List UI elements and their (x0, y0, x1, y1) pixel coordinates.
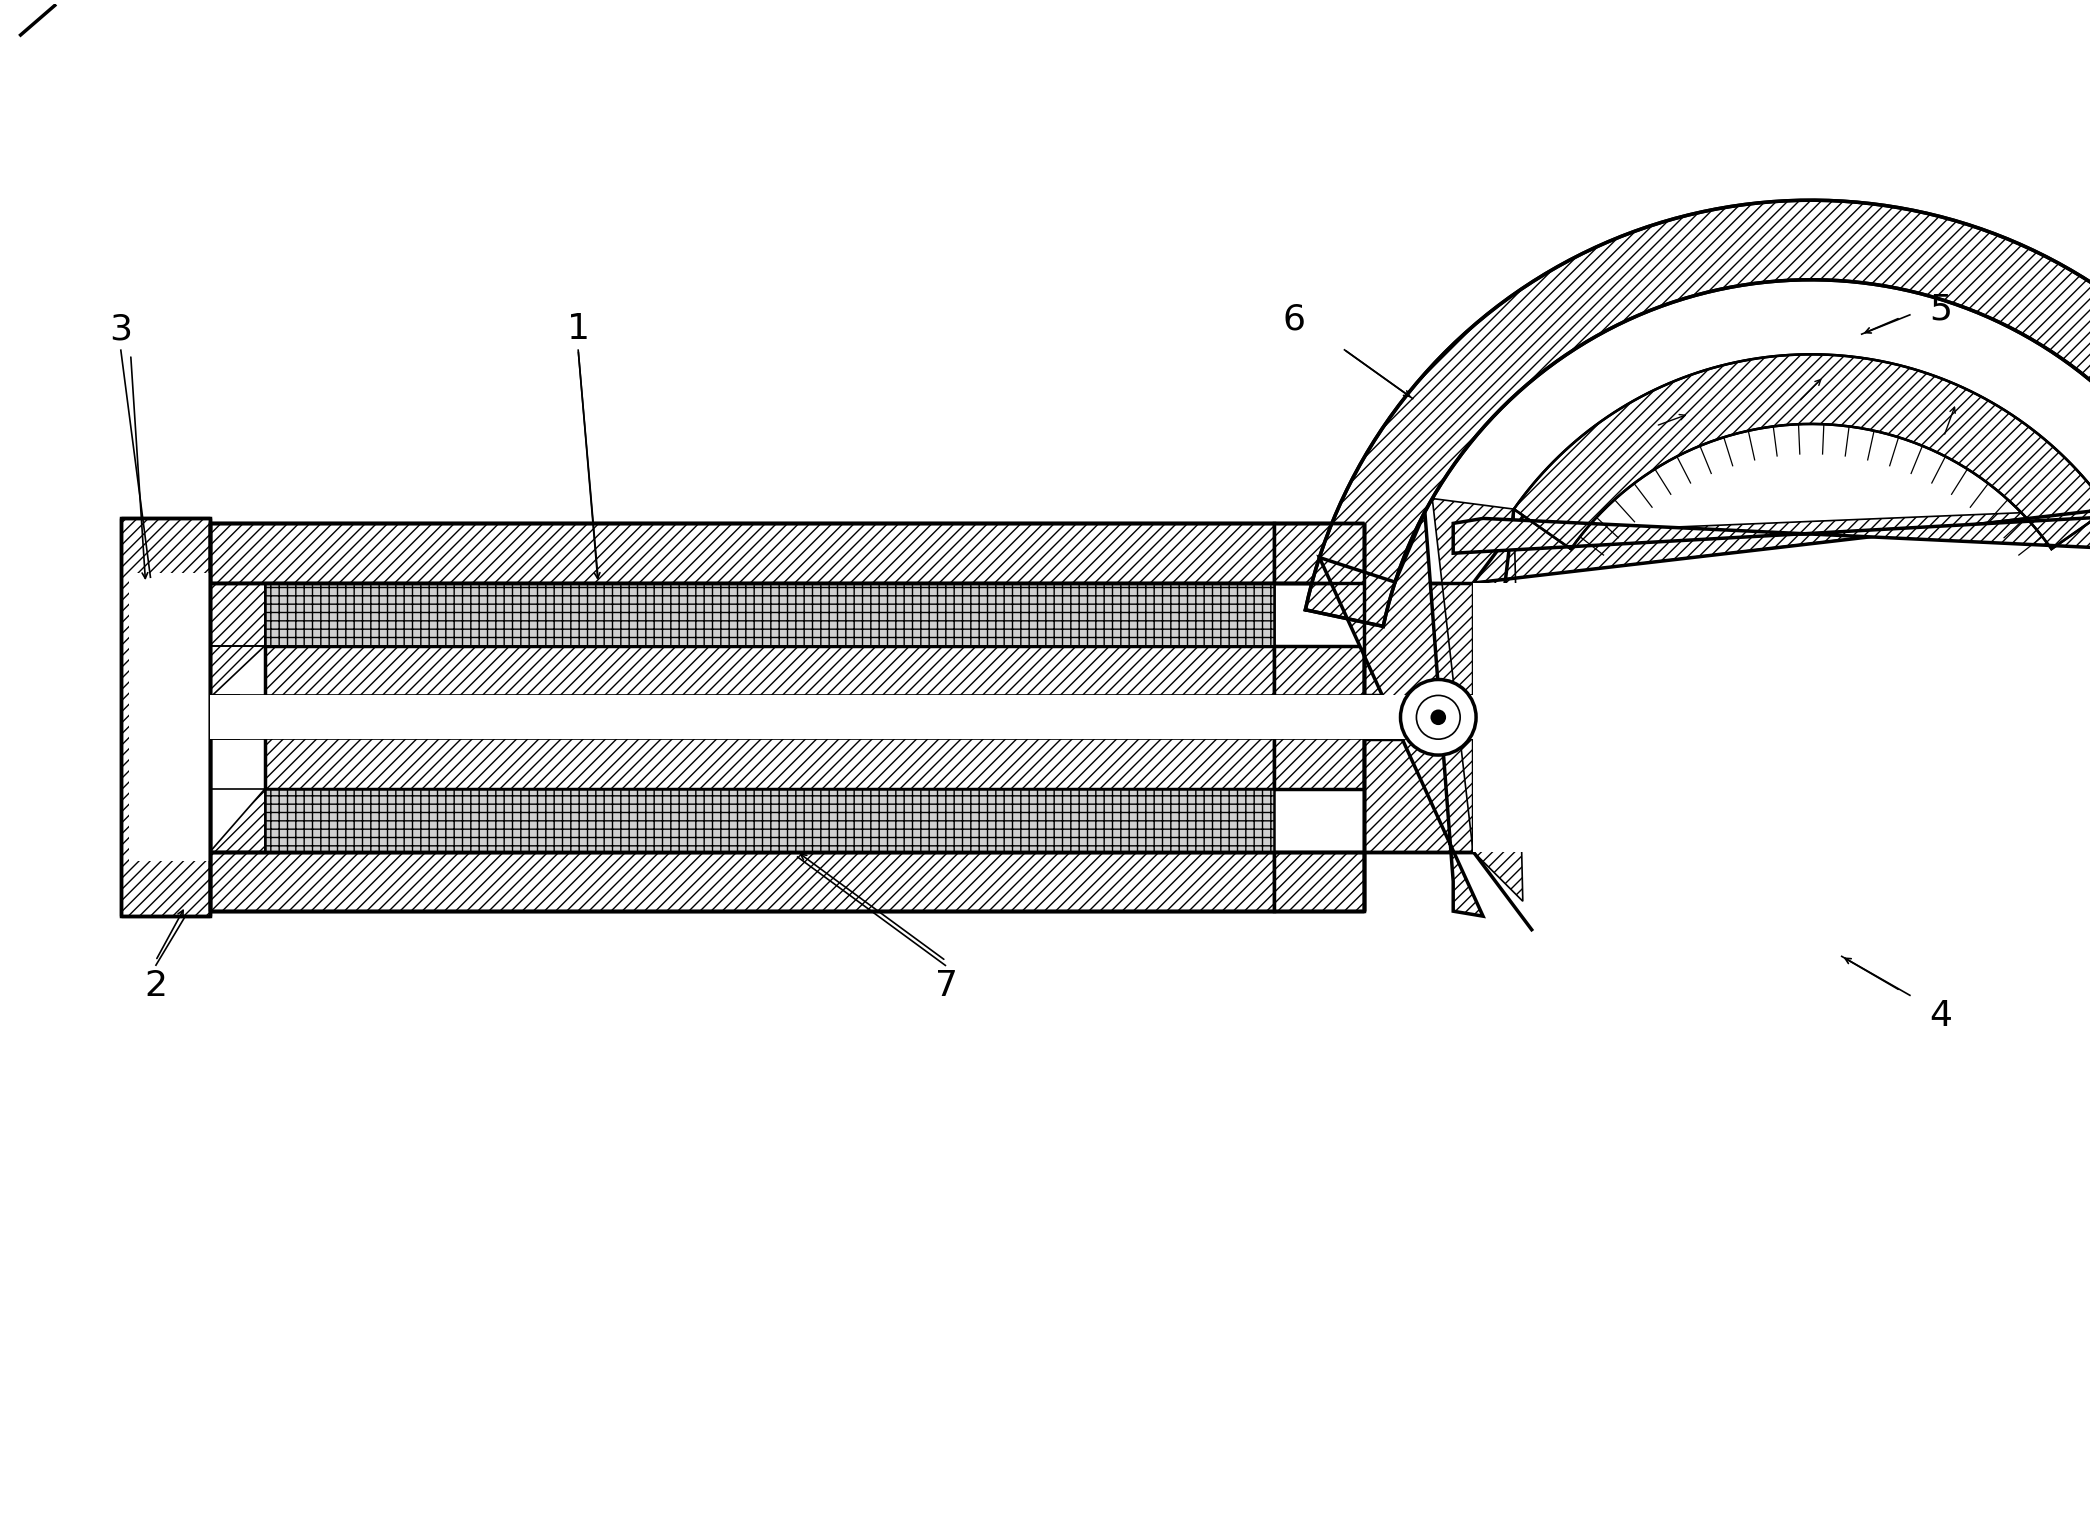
Text: 7: 7 (935, 968, 958, 1002)
Polygon shape (1514, 355, 2091, 549)
Polygon shape (211, 583, 266, 698)
Text: 2: 2 (144, 968, 167, 1002)
Circle shape (1401, 679, 1476, 755)
Bar (266, 583, 1273, 646)
Bar (1273, 851, 1363, 911)
Bar (1363, 695, 1472, 739)
Bar (1472, 583, 1861, 851)
Polygon shape (1453, 512, 2091, 583)
Circle shape (1416, 695, 1460, 739)
Bar (266, 788, 1273, 851)
Bar (211, 695, 1363, 739)
Bar (1273, 646, 1363, 788)
Bar (1363, 583, 1472, 695)
Bar (1363, 739, 1472, 851)
Polygon shape (1305, 200, 2091, 626)
Bar (211, 851, 1273, 911)
Bar (266, 583, 1273, 646)
Circle shape (1432, 710, 1445, 724)
Polygon shape (1472, 498, 2091, 583)
Polygon shape (1432, 498, 1522, 901)
Polygon shape (211, 788, 266, 851)
Bar (211, 524, 1273, 583)
Bar (1273, 524, 1363, 583)
Bar (266, 646, 1273, 788)
Text: 1: 1 (567, 312, 590, 346)
Text: 4: 4 (1930, 999, 1953, 1033)
Bar (266, 583, 1273, 646)
Bar (266, 583, 1273, 646)
Text: 5: 5 (1930, 292, 1953, 326)
Bar (130, 573, 211, 861)
Polygon shape (1319, 512, 1483, 916)
Text: 3: 3 (109, 312, 132, 346)
Text: 6: 6 (1282, 303, 1305, 337)
Bar (266, 788, 1273, 851)
Bar (121, 518, 211, 916)
